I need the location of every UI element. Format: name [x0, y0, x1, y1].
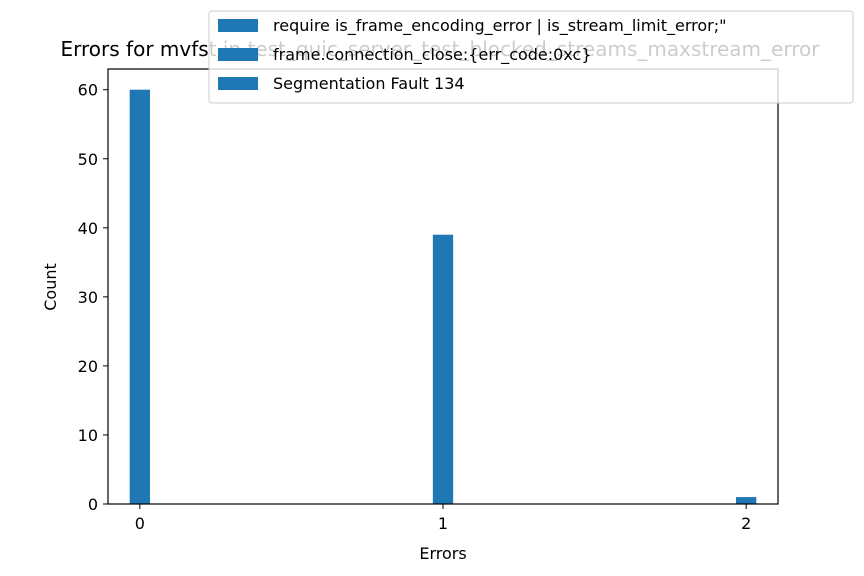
y-tick-label: 0 [88, 495, 98, 514]
legend: require is_frame_encoding_error | is_str… [208, 10, 854, 104]
legend-frame [208, 10, 854, 104]
legend-label: require is_frame_encoding_error | is_str… [273, 16, 727, 36]
x-tick-label: 0 [135, 514, 145, 533]
legend-swatch [218, 48, 258, 61]
bar-2 [736, 497, 757, 504]
bar-1 [432, 234, 454, 504]
y-axis-ticks: 0 10 20 30 40 50 60 [78, 81, 108, 514]
legend-swatch [218, 77, 258, 90]
y-tick-label: 30 [78, 288, 98, 307]
legend-label: frame.connection_close:{err_code:0xc} [273, 45, 592, 65]
x-tick-label: 2 [741, 514, 751, 533]
bars [129, 89, 757, 504]
x-axis-ticks: 0 1 2 [135, 504, 751, 533]
y-tick-label: 20 [78, 357, 98, 376]
y-tick-label: 10 [78, 426, 98, 445]
legend-entries: require is_frame_encoding_error | is_str… [218, 16, 727, 93]
x-tick-label: 1 [438, 514, 448, 533]
y-axis-label: Count [41, 263, 60, 311]
bar-0 [129, 89, 150, 504]
y-tick-label: 40 [78, 219, 98, 238]
legend-label: Segmentation Fault 134 [273, 74, 465, 93]
legend-swatch [218, 19, 258, 32]
x-axis-label: Errors [419, 544, 466, 563]
y-tick-label: 60 [78, 81, 98, 100]
y-tick-label: 50 [78, 150, 98, 169]
